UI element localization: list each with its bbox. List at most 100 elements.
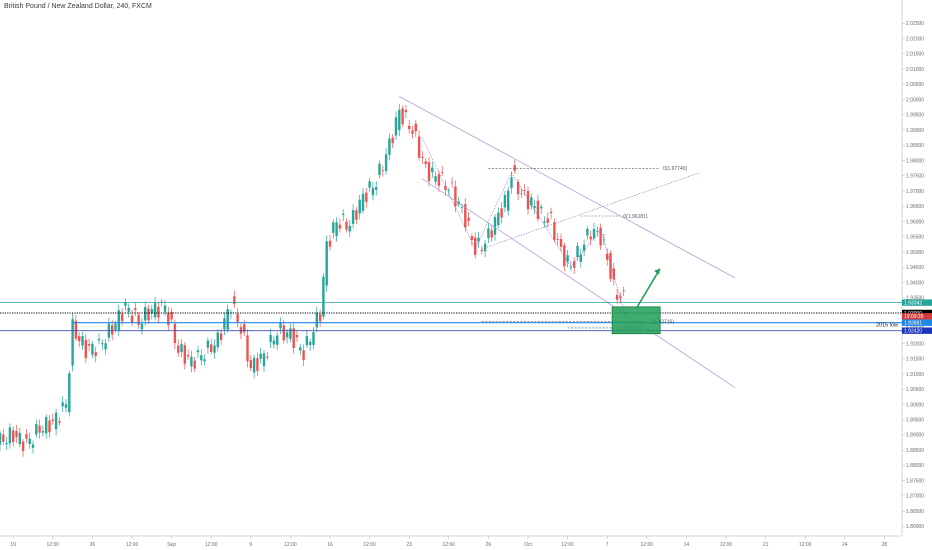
y-tick-label: 1.97000	[906, 189, 924, 195]
candle-body	[305, 336, 309, 346]
candle-body	[325, 241, 328, 286]
candle-body	[186, 354, 190, 357]
candle-body	[388, 138, 391, 155]
candle-body	[556, 239, 559, 240]
candle-body	[441, 171, 444, 173]
candle-body	[157, 306, 160, 318]
candle-body	[371, 187, 375, 196]
x-tick-label: 12:00	[720, 542, 733, 548]
candle-body	[526, 191, 530, 210]
candle-body	[444, 185, 447, 190]
candle-body	[111, 325, 114, 335]
candle-body	[45, 417, 48, 434]
candle-body	[586, 228, 589, 236]
candle-body	[183, 345, 186, 364]
y-tick-label: 1.89500	[906, 418, 924, 424]
candle-body	[619, 296, 622, 299]
candle-body	[421, 157, 424, 159]
candle-body	[582, 244, 586, 252]
candle-body	[404, 109, 408, 113]
pattern-projection-line[interactable]	[474, 172, 512, 250]
y-tick-label: 1.91500	[906, 357, 924, 363]
candle-body	[140, 323, 144, 330]
candle-body	[520, 193, 523, 195]
target-zone-box[interactable]	[611, 306, 661, 335]
candle-body	[302, 350, 305, 360]
candle-body	[338, 224, 342, 229]
candle-body	[513, 165, 516, 171]
y-tick-label: 1.90500	[906, 387, 924, 393]
candle-body	[431, 167, 434, 173]
fib-label: 0(1.97740)	[663, 166, 688, 172]
candle-body	[503, 194, 507, 208]
candle-body	[147, 308, 150, 321]
candle-body	[259, 353, 262, 359]
candle-body	[144, 307, 147, 321]
candle-body	[543, 221, 546, 223]
candle-body	[381, 170, 384, 172]
y-tick-label: 1.96500	[906, 204, 924, 210]
candle-body	[153, 302, 157, 318]
candle-body	[68, 373, 71, 413]
x-tick-label: 12:00	[205, 542, 218, 548]
candle-body	[124, 302, 127, 306]
x-tick-label: 12:00	[561, 542, 574, 548]
candle-body	[378, 163, 381, 175]
projection-arrow[interactable]	[636, 268, 661, 308]
y-tick-label: 2.02500	[906, 21, 924, 27]
candle-body	[589, 236, 592, 240]
candle-body	[94, 352, 97, 357]
channel-lower-line[interactable]	[422, 178, 736, 389]
candle-body	[130, 315, 134, 323]
candle-body	[450, 182, 454, 184]
fib-label: 1(1.92716)	[650, 319, 675, 325]
x-tick-label: 12:00	[799, 542, 812, 548]
x-tick-label: 12:00	[443, 542, 456, 548]
x-tick-label: 12:00	[284, 542, 297, 548]
candle-body	[193, 360, 196, 369]
y-tick-label: 1.86000	[906, 524, 924, 530]
candle-body	[150, 309, 153, 314]
price-tag	[902, 313, 932, 320]
candle-body	[523, 190, 526, 192]
pattern-projection-line[interactable]	[570, 228, 601, 268]
x-tick-label: 28	[882, 542, 888, 548]
candle-body	[196, 350, 200, 353]
candle-body	[78, 336, 81, 342]
candle-body	[21, 441, 25, 451]
candle-body	[8, 427, 12, 444]
candle-body	[91, 343, 94, 355]
candle-body	[223, 318, 226, 330]
candle-body	[599, 227, 602, 246]
candle-body	[596, 230, 599, 232]
pattern-projection-line[interactable]	[600, 229, 628, 322]
y-tick-label: 1.90000	[906, 402, 924, 408]
candle-body	[97, 338, 101, 341]
candle-body	[213, 345, 216, 353]
candle-body	[203, 359, 206, 362]
candle-body	[576, 245, 579, 258]
candle-body	[609, 252, 612, 279]
channel-upper-line[interactable]	[399, 96, 736, 279]
candle-body	[477, 237, 480, 242]
pattern-projection-line[interactable]	[511, 172, 572, 268]
y-tick-label: 1.96000	[906, 219, 924, 225]
candle-body	[368, 181, 371, 188]
candle-body	[249, 360, 252, 369]
candle-body	[487, 228, 490, 239]
candle-body	[391, 137, 394, 144]
candle-body	[533, 205, 536, 208]
candle-body	[28, 438, 31, 445]
candle-body	[411, 130, 414, 134]
y-tick-label: 2.00500	[906, 82, 924, 88]
price-tag-label: 1.92420	[904, 328, 922, 334]
pattern-projection-line[interactable]	[481, 172, 700, 250]
candle-body	[2, 434, 5, 442]
candle-body	[563, 245, 566, 267]
candle-body	[64, 404, 68, 408]
y-tick-label: 1.99500	[906, 113, 924, 119]
candle-body	[606, 253, 609, 260]
candle-body	[414, 123, 417, 132]
candle-body	[332, 222, 335, 233]
